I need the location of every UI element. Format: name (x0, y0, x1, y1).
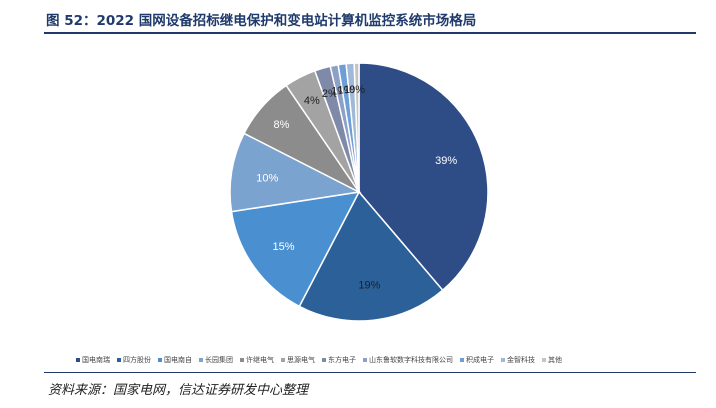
legend-label: 其他 (548, 356, 562, 364)
chart-legend: 国电南瑞 四方股份 国电南自 长园集团 许继电气 思源电气 东方电子 山东鲁软数字科技有限公司… (76, 353, 636, 367)
legend-swatch (542, 358, 546, 362)
slice-label: 4% (304, 95, 320, 107)
figure-footer: 资料来源：国家电网，信达证券研发中心整理 (44, 372, 696, 403)
legend-swatch (501, 358, 505, 362)
legend-swatch (240, 358, 244, 362)
legend-swatch (460, 358, 464, 362)
legend-swatch (158, 358, 162, 362)
legend-item: 国电南瑞 (76, 355, 110, 365)
slice-label: 15% (272, 241, 294, 253)
legend-label: 国电南自 (164, 356, 192, 364)
pie-slice (358, 62, 489, 292)
figure-header: 图 52：2022 国网设备招标继电保护和变电站计算机监控系统市场格局 (44, 6, 696, 34)
legend-swatch (199, 358, 203, 362)
legend-item: 东方电子 (322, 355, 356, 365)
legend-label: 东方电子 (328, 356, 356, 364)
legend-item: 国电南自 (158, 355, 192, 365)
legend-label: 思源电气 (287, 356, 315, 364)
figure-title: 图 52：2022 国网设备招标继电保护和变电站计算机监控系统市场格局 (46, 13, 477, 29)
legend-swatch (117, 358, 121, 362)
legend-item: 长园集团 (199, 355, 233, 365)
legend-swatch (363, 358, 367, 362)
source-note: 资料来源：国家电网，信达证券研发中心整理 (48, 383, 309, 398)
legend-swatch (76, 358, 80, 362)
legend-label: 积成电子 (466, 356, 494, 364)
legend-label: 许继电气 (246, 356, 274, 364)
slice-label: 8% (274, 119, 290, 131)
slice-label: 0% (349, 84, 365, 96)
legend-label: 长园集团 (205, 356, 233, 364)
legend-label: 金智科技 (507, 356, 535, 364)
legend-item: 四方股份 (117, 355, 151, 365)
legend-item: 山东鲁软数字科技有限公司 (363, 355, 453, 365)
legend-swatch (281, 358, 285, 362)
pie-slice (230, 191, 361, 308)
slice-label: 2% (322, 88, 338, 100)
pie-slice (229, 132, 362, 213)
legend-item: 积成电子 (460, 355, 494, 365)
pie-slice (353, 62, 360, 193)
slice-label: 19% (358, 279, 380, 291)
slice-label: 10% (256, 172, 278, 184)
legend-item: 金智科技 (501, 355, 535, 365)
legend-swatch (322, 358, 326, 362)
legend-item: 思源电气 (281, 355, 315, 365)
legend-item: 其他 (542, 355, 562, 365)
legend-label: 山东鲁软数字科技有限公司 (369, 356, 453, 364)
legend-label: 四方股份 (123, 356, 151, 364)
pie-slice (298, 190, 444, 322)
legend-label: 国电南瑞 (82, 356, 110, 364)
slice-label: 39% (435, 155, 457, 167)
legend-item: 许继电气 (240, 355, 274, 365)
